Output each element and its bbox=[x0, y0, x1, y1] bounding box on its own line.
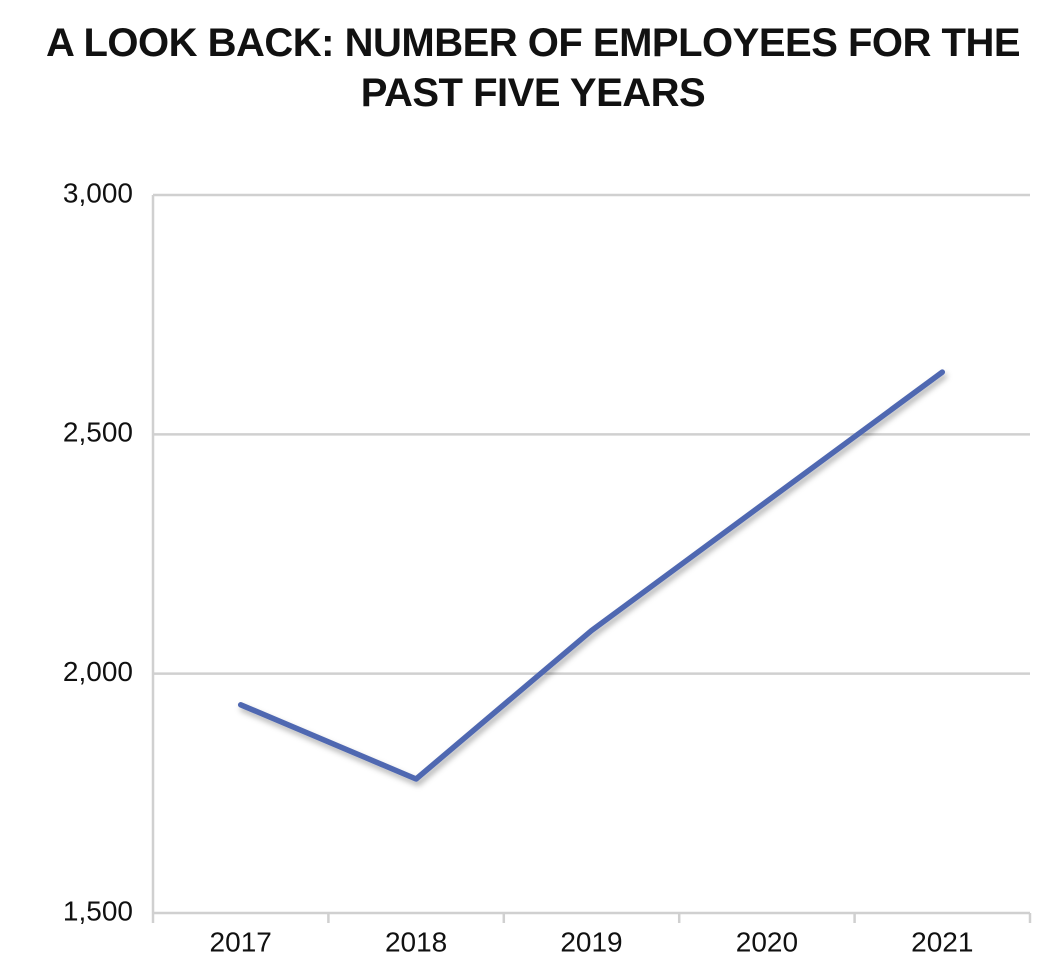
chart-title: A LOOK BACK: NUMBER OF EMPLOYEES FOR THE… bbox=[45, 21, 1021, 115]
x-tick-label: 2017 bbox=[210, 926, 272, 957]
x-tick-label: 2020 bbox=[736, 926, 798, 957]
y-tick-label: 1,500 bbox=[63, 895, 133, 926]
y-tick-label: 2,500 bbox=[63, 417, 133, 448]
y-tick-label: 2,000 bbox=[63, 656, 133, 687]
x-tick-label: 2018 bbox=[385, 926, 447, 957]
line-series bbox=[237, 369, 946, 782]
y-tick-label: 3,000 bbox=[63, 177, 133, 208]
x-tick-label: 2019 bbox=[560, 926, 622, 957]
x-tick-label: 2021 bbox=[911, 926, 973, 957]
